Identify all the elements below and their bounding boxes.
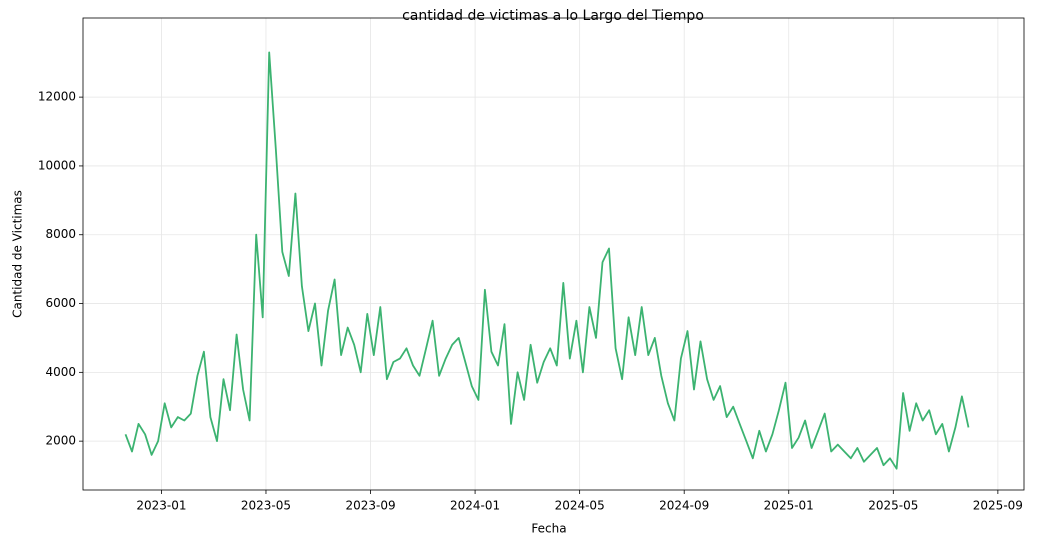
plot-frame (82, 17, 1025, 491)
y-tick-label: 6000 (45, 296, 76, 310)
x-tick-label: 2025-09 (973, 499, 1023, 513)
y-tick-label: 12000 (38, 90, 76, 104)
y-tick-label: 10000 (38, 158, 76, 172)
x-tick-label: 2023-01 (136, 499, 186, 513)
x-tick-label: 2025-01 (764, 499, 814, 513)
y-axis-label: Cantidad de Victimas (11, 190, 25, 318)
x-axis-label: Fecha (531, 522, 566, 536)
x-tick-label: 2025-05 (868, 499, 918, 513)
y-tick-label: 2000 (45, 434, 76, 448)
chart-title: cantidad de victimas a lo Largo del Tiem… (402, 8, 704, 24)
data-line (124, 51, 970, 470)
x-tick-label: 2023-05 (241, 499, 291, 513)
y-tick-label: 4000 (45, 365, 76, 379)
x-tick-label: 2024-05 (555, 499, 605, 513)
x-tick-label: 2023-09 (345, 499, 395, 513)
y-tick-label: 8000 (45, 227, 76, 241)
x-tick-label: 2024-01 (450, 499, 500, 513)
x-tick-label: 2024-09 (659, 499, 709, 513)
